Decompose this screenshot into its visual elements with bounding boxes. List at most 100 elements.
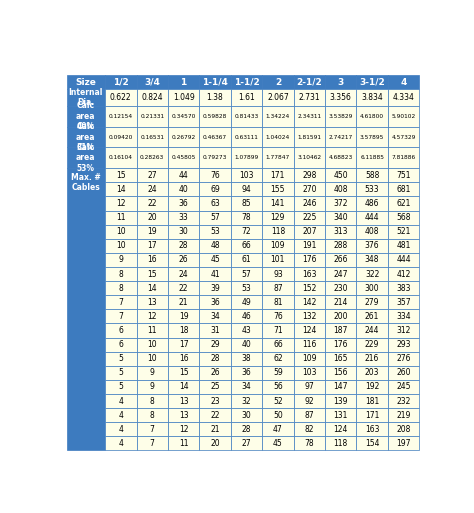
Text: 116: 116 bbox=[302, 340, 317, 349]
Text: 261: 261 bbox=[365, 312, 379, 321]
Text: 25: 25 bbox=[210, 382, 220, 391]
Text: 131: 131 bbox=[334, 410, 348, 420]
Bar bbox=[105, 295, 137, 309]
Bar bbox=[356, 422, 388, 436]
Bar bbox=[200, 281, 231, 295]
Bar bbox=[137, 196, 168, 210]
Text: 1.049: 1.049 bbox=[173, 93, 194, 102]
Bar bbox=[105, 147, 137, 168]
Text: 4.57329: 4.57329 bbox=[392, 134, 416, 140]
Bar bbox=[200, 366, 231, 380]
Text: 49: 49 bbox=[242, 298, 251, 307]
Bar bbox=[66, 147, 105, 168]
Text: 0.622: 0.622 bbox=[110, 93, 132, 102]
Bar bbox=[200, 106, 231, 127]
Bar bbox=[105, 351, 137, 366]
Bar bbox=[231, 182, 262, 196]
Text: 53: 53 bbox=[242, 284, 251, 292]
Bar bbox=[262, 75, 293, 89]
Bar bbox=[293, 196, 325, 210]
Text: 71: 71 bbox=[273, 326, 283, 335]
Bar bbox=[231, 380, 262, 394]
Text: 76: 76 bbox=[273, 312, 283, 321]
Bar bbox=[388, 168, 419, 182]
Bar bbox=[168, 239, 200, 253]
Text: 87: 87 bbox=[273, 284, 283, 292]
Bar bbox=[66, 127, 105, 147]
Text: 681: 681 bbox=[396, 185, 411, 194]
Bar bbox=[231, 196, 262, 210]
Text: 21: 21 bbox=[210, 425, 220, 434]
Bar bbox=[356, 210, 388, 225]
Text: 2.731: 2.731 bbox=[299, 93, 320, 102]
Bar bbox=[231, 75, 262, 89]
Bar bbox=[293, 309, 325, 323]
Bar bbox=[168, 267, 200, 281]
Text: 44: 44 bbox=[179, 171, 189, 180]
Bar bbox=[293, 366, 325, 380]
Bar bbox=[388, 422, 419, 436]
Text: 15: 15 bbox=[116, 171, 126, 180]
Bar bbox=[168, 253, 200, 267]
Text: 246: 246 bbox=[302, 199, 317, 208]
Bar bbox=[388, 89, 419, 106]
Bar bbox=[356, 309, 388, 323]
Bar bbox=[325, 75, 356, 89]
Bar bbox=[105, 366, 137, 380]
Bar bbox=[388, 394, 419, 408]
Bar bbox=[293, 147, 325, 168]
Bar bbox=[231, 366, 262, 380]
Text: 14: 14 bbox=[147, 284, 157, 292]
Bar bbox=[293, 225, 325, 239]
Text: 40: 40 bbox=[179, 185, 189, 194]
Text: 66: 66 bbox=[242, 241, 251, 250]
Bar bbox=[105, 127, 137, 147]
Text: 0.28263: 0.28263 bbox=[140, 155, 164, 161]
Bar bbox=[325, 436, 356, 450]
Bar bbox=[262, 338, 293, 351]
Bar bbox=[105, 253, 137, 267]
Text: Max. #
Cables: Max. # Cables bbox=[71, 173, 100, 192]
Text: 5: 5 bbox=[118, 382, 123, 391]
Text: 0.12154: 0.12154 bbox=[109, 114, 133, 119]
Bar bbox=[325, 239, 356, 253]
Bar bbox=[293, 106, 325, 127]
Bar bbox=[137, 295, 168, 309]
Text: 348: 348 bbox=[365, 255, 379, 264]
Bar bbox=[388, 323, 419, 338]
Bar bbox=[137, 281, 168, 295]
Bar bbox=[231, 89, 262, 106]
Text: 129: 129 bbox=[271, 213, 285, 222]
Bar bbox=[200, 338, 231, 351]
Text: 17: 17 bbox=[179, 340, 189, 349]
Bar bbox=[325, 267, 356, 281]
Text: 62: 62 bbox=[273, 354, 283, 363]
Bar bbox=[388, 239, 419, 253]
Bar bbox=[168, 380, 200, 394]
Text: 6: 6 bbox=[118, 326, 123, 335]
Bar bbox=[105, 225, 137, 239]
Text: 1-1/2: 1-1/2 bbox=[234, 77, 259, 87]
Text: 334: 334 bbox=[396, 312, 411, 321]
Text: 288: 288 bbox=[334, 241, 348, 250]
Bar bbox=[262, 210, 293, 225]
Bar bbox=[262, 127, 293, 147]
Bar bbox=[262, 225, 293, 239]
Text: 1.61: 1.61 bbox=[238, 93, 255, 102]
Text: 279: 279 bbox=[365, 298, 379, 307]
Text: 0.824: 0.824 bbox=[141, 93, 163, 102]
Text: 0.21331: 0.21331 bbox=[140, 114, 164, 119]
Bar bbox=[105, 168, 137, 182]
Text: 5: 5 bbox=[118, 354, 123, 363]
Bar bbox=[200, 422, 231, 436]
Text: 4: 4 bbox=[118, 410, 123, 420]
Bar bbox=[293, 323, 325, 338]
Text: 372: 372 bbox=[334, 199, 348, 208]
Text: 751: 751 bbox=[396, 171, 411, 180]
Text: 4.334: 4.334 bbox=[392, 93, 414, 102]
Bar bbox=[137, 422, 168, 436]
Text: 588: 588 bbox=[365, 171, 379, 180]
Text: 0.16531: 0.16531 bbox=[140, 134, 164, 140]
Text: 18: 18 bbox=[179, 326, 188, 335]
Text: 412: 412 bbox=[396, 269, 411, 279]
